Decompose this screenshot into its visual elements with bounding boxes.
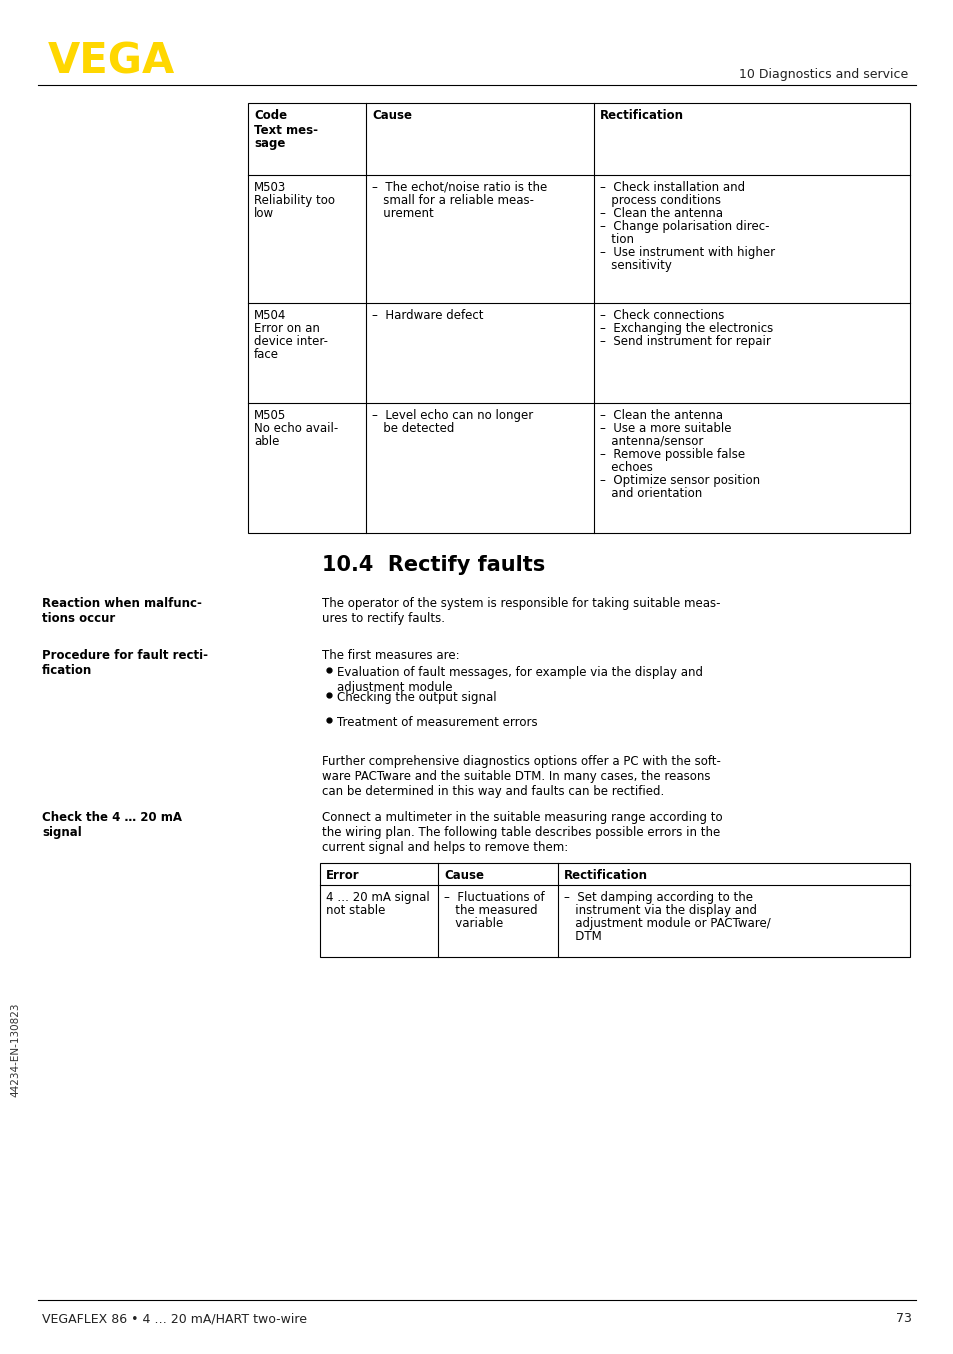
Text: –  Set damping according to the: – Set damping according to the [563, 891, 752, 904]
Text: –  Hardware defect: – Hardware defect [372, 309, 483, 322]
Text: –  Check installation and: – Check installation and [599, 181, 744, 194]
Text: 10.4  Rectify faults: 10.4 Rectify faults [322, 555, 545, 575]
Text: variable: variable [443, 917, 503, 930]
Text: VEGAFLEX 86 • 4 … 20 mA/HART two-wire: VEGAFLEX 86 • 4 … 20 mA/HART two-wire [42, 1312, 307, 1326]
Text: Reaction when malfunc-
tions occur: Reaction when malfunc- tions occur [42, 597, 202, 626]
Text: –  The echot/noise ratio is the: – The echot/noise ratio is the [372, 181, 547, 194]
Text: Error: Error [326, 869, 359, 881]
Text: sage: sage [253, 137, 285, 150]
Text: M505: M505 [253, 409, 286, 422]
Text: M504: M504 [253, 309, 286, 322]
Text: The operator of the system is responsible for taking suitable meas-
ures to rect: The operator of the system is responsibl… [322, 597, 720, 626]
Text: urement: urement [372, 207, 434, 219]
Text: face: face [253, 348, 278, 362]
Bar [319, 862, 909, 957]
Text: Evaluation of fault messages, for example via the display and
adjustment module: Evaluation of fault messages, for exampl… [336, 666, 702, 695]
Text: Check the 4 … 20 mA
signal: Check the 4 … 20 mA signal [42, 811, 182, 839]
Text: 44234-EN-130823: 44234-EN-130823 [10, 1003, 20, 1097]
Text: Connect a multimeter in the suitable measuring range according to
the wiring pla: Connect a multimeter in the suitable mea… [322, 811, 721, 854]
Text: –  Send instrument for repair: – Send instrument for repair [599, 334, 770, 348]
Text: Checking the output signal: Checking the output signal [336, 691, 497, 704]
Text: –  Remove possible false: – Remove possible false [599, 448, 744, 460]
Bar [248, 103, 909, 533]
Text: not stable: not stable [326, 904, 385, 917]
Text: and orientation: and orientation [599, 487, 701, 500]
Text: –  Exchanging the electronics: – Exchanging the electronics [599, 322, 773, 334]
Text: –  Use a more suitable: – Use a more suitable [599, 422, 731, 435]
Text: Treatment of measurement errors: Treatment of measurement errors [336, 716, 537, 728]
Text: Cause: Cause [443, 869, 483, 881]
Text: Cause: Cause [372, 110, 412, 122]
Text: adjustment module or PACTware/: adjustment module or PACTware/ [563, 917, 770, 930]
Text: –  Use instrument with higher: – Use instrument with higher [599, 246, 774, 259]
Text: process conditions: process conditions [599, 194, 720, 207]
Text: be detected: be detected [372, 422, 454, 435]
Text: device inter-: device inter- [253, 334, 328, 348]
Text: DTM: DTM [563, 930, 601, 942]
Text: able: able [253, 435, 279, 448]
Text: tion: tion [599, 233, 634, 246]
Text: instrument via the display and: instrument via the display and [563, 904, 757, 917]
Text: small for a reliable meas-: small for a reliable meas- [372, 194, 534, 207]
Text: –  Optimize sensor position: – Optimize sensor position [599, 474, 760, 487]
Text: Rectification: Rectification [563, 869, 647, 881]
Text: Error on an: Error on an [253, 322, 319, 334]
Text: Text mes-: Text mes- [253, 125, 317, 137]
Text: Reliability too: Reliability too [253, 194, 335, 207]
Text: 73: 73 [895, 1312, 911, 1326]
Text: 4 … 20 mA signal: 4 … 20 mA signal [326, 891, 429, 904]
Text: the measured: the measured [443, 904, 537, 917]
Text: –  Clean the antenna: – Clean the antenna [599, 409, 722, 422]
Text: –  Check connections: – Check connections [599, 309, 723, 322]
Text: low: low [253, 207, 274, 219]
Text: –  Change polarisation direc-: – Change polarisation direc- [599, 219, 769, 233]
Text: No echo avail-: No echo avail- [253, 422, 338, 435]
Text: Further comprehensive diagnostics options offer a PC with the soft-
ware PACTwar: Further comprehensive diagnostics option… [322, 756, 720, 798]
Text: M503: M503 [253, 181, 286, 194]
Text: –  Clean the antenna: – Clean the antenna [599, 207, 722, 219]
Text: –  Level echo can no longer: – Level echo can no longer [372, 409, 533, 422]
Text: VEGA: VEGA [48, 41, 175, 83]
Text: 10 Diagnostics and service: 10 Diagnostics and service [738, 68, 907, 81]
Text: The first measures are:: The first measures are: [322, 649, 459, 662]
Text: antenna/sensor: antenna/sensor [599, 435, 702, 448]
Text: sensitivity: sensitivity [599, 259, 671, 272]
Text: Code: Code [253, 110, 287, 122]
Text: –  Fluctuations of: – Fluctuations of [443, 891, 544, 904]
Text: Rectification: Rectification [599, 110, 683, 122]
Text: echoes: echoes [599, 460, 652, 474]
Text: Procedure for fault recti-
fication: Procedure for fault recti- fication [42, 649, 208, 677]
